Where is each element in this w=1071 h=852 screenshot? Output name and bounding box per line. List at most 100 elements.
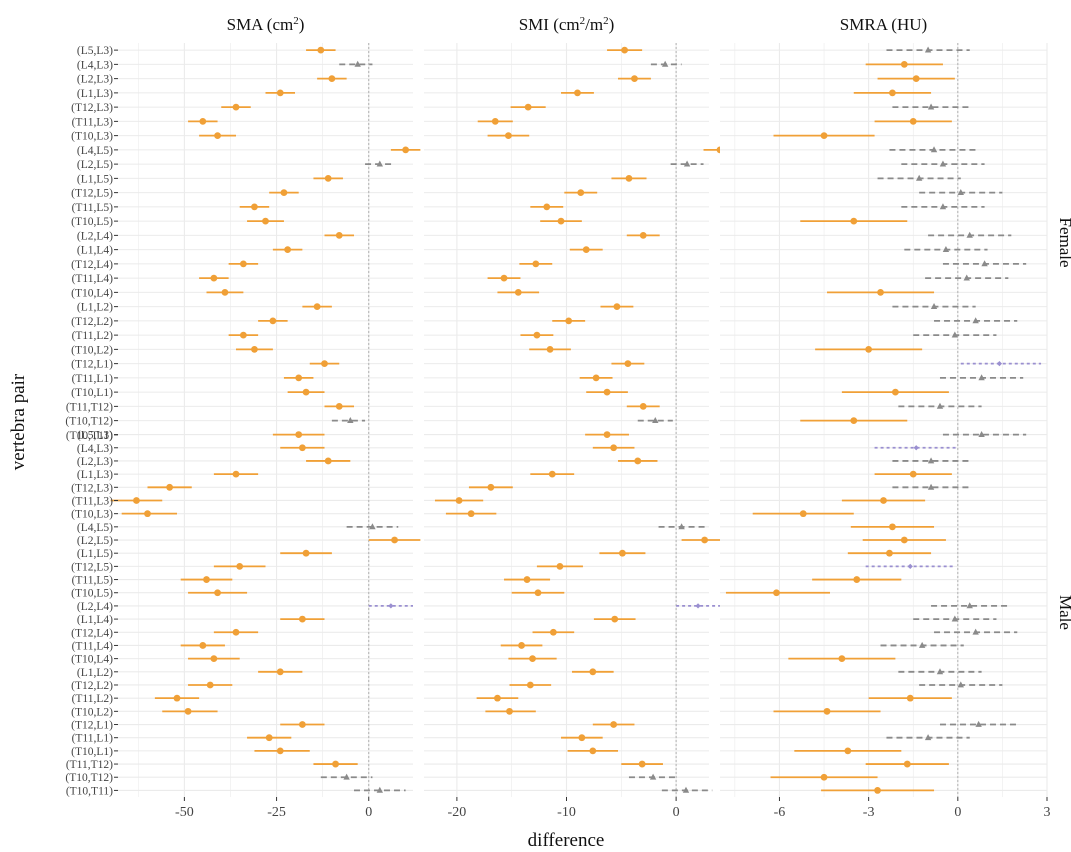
point-estimate	[556, 562, 564, 570]
point-estimate	[514, 288, 522, 296]
point-estimate	[262, 217, 269, 225]
point-estimate	[280, 189, 288, 197]
point-estimate	[265, 734, 273, 742]
point-estimate	[652, 417, 659, 424]
point-estimate	[529, 655, 536, 663]
point-estimate	[619, 549, 626, 557]
point-estimate	[624, 360, 632, 368]
row-label: (T12,L1)	[71, 359, 113, 371]
point-estimate	[184, 707, 192, 715]
x-tick-label: -20	[448, 805, 467, 820]
point-estimate	[661, 60, 669, 67]
point-estimate	[649, 773, 657, 780]
point-estimate	[295, 431, 303, 438]
point-estimate	[939, 203, 947, 210]
point-estimate	[302, 388, 310, 396]
x-axis-title: difference	[528, 830, 605, 851]
point-estimate	[376, 786, 384, 793]
row-label: (T11,L4)	[72, 640, 114, 652]
panel-male-smi	[424, 428, 728, 797]
row-label: (L5,L3)	[77, 430, 113, 442]
point-estimate	[823, 707, 831, 715]
point-estimate	[930, 146, 938, 153]
row-label: (T10,L1)	[71, 387, 113, 399]
x-tick-label: -25	[267, 805, 286, 820]
row-label: (T10,T12)	[65, 416, 113, 428]
point-estimate	[251, 203, 258, 211]
x-tick-label: -3	[863, 805, 875, 820]
point-estimate	[455, 497, 463, 504]
point-estimate	[549, 628, 557, 636]
point-estimate	[799, 510, 807, 518]
x-tick-label: -6	[774, 805, 786, 820]
point-estimate	[232, 628, 240, 636]
column-title-smi: SMI (cm2/m2)	[519, 15, 615, 34]
row-label: (L2,L4)	[77, 230, 113, 242]
point-estimate	[918, 641, 926, 648]
point-estimate	[942, 246, 950, 253]
row-label: (T10,L5)	[71, 216, 113, 228]
row-label: (L2,L3)	[77, 456, 113, 468]
point-estimate	[631, 75, 638, 83]
point-estimate	[523, 576, 531, 583]
point-estimate	[936, 668, 944, 675]
point-estimate	[269, 317, 277, 325]
facet-label-female: Female	[1056, 217, 1071, 267]
point-estimate	[335, 402, 343, 410]
point-estimate	[773, 589, 780, 597]
row-label: (L1,L3)	[77, 469, 113, 481]
point-estimate	[589, 747, 597, 755]
point-estimate	[144, 510, 151, 518]
point-estimate	[906, 694, 914, 702]
row-label: (T12,L3)	[71, 102, 113, 114]
point-estimate	[889, 89, 896, 97]
row-label: (T11,L5)	[72, 575, 114, 587]
row-label: (L1,L2)	[77, 667, 113, 679]
row-label: (T10,L4)	[71, 287, 113, 299]
point-estimate	[963, 274, 970, 281]
point-estimate	[966, 602, 973, 609]
point-estimate	[518, 642, 525, 649]
point-estimate	[546, 345, 554, 353]
point-estimate	[820, 773, 828, 781]
point-estimate	[613, 303, 621, 311]
point-estimate	[376, 160, 384, 167]
point-estimate	[621, 46, 628, 54]
point-estimate	[500, 274, 508, 282]
point-estimate	[939, 160, 947, 167]
point-estimate	[548, 470, 556, 478]
point-estimate	[487, 483, 495, 491]
point-estimate	[891, 388, 899, 396]
point-estimate	[972, 317, 979, 324]
row-label: (T11,L3)	[72, 116, 114, 128]
row-label: (T11,L1)	[72, 733, 114, 745]
row-label: (T12,L2)	[71, 316, 113, 328]
point-estimate	[214, 132, 221, 140]
point-estimate	[173, 694, 181, 702]
row-label: (L4,L3)	[77, 443, 113, 455]
point-estimate	[900, 536, 908, 544]
point-estimate	[951, 615, 959, 622]
point-estimate	[532, 260, 540, 268]
point-estimate	[467, 510, 475, 518]
point-estimate	[927, 103, 935, 110]
point-estimate	[877, 288, 884, 296]
point-estimate	[682, 786, 690, 793]
point-estimate	[391, 536, 398, 544]
point-estimate	[232, 470, 240, 478]
point-estimate	[298, 444, 306, 452]
panel-background	[720, 428, 1047, 797]
point-estimate	[912, 75, 920, 83]
point-estimate	[678, 523, 685, 530]
point-estimate	[996, 361, 1003, 367]
point-estimate	[820, 132, 828, 140]
point-estimate	[574, 89, 581, 97]
point-estimate	[880, 497, 887, 504]
panel-female-smra	[720, 43, 1048, 442]
row-label: (L4,L5)	[77, 522, 113, 534]
point-estimate	[526, 681, 534, 689]
point-estimate	[975, 720, 982, 727]
point-estimate	[335, 231, 343, 239]
point-estimate	[313, 303, 321, 311]
